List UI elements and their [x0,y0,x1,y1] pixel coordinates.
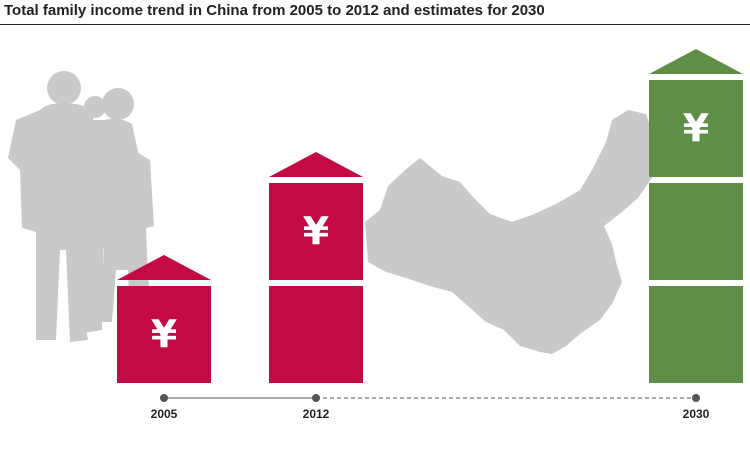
chart-title: Total family income trend in China from … [4,2,545,19]
bar-arrow [117,255,211,280]
bar-2005: ¥ [117,255,211,383]
bar-2030: ¥ [649,49,743,383]
bar-block [269,286,363,383]
year-label: 2030 [683,407,710,421]
title-rule [0,24,750,25]
bar-block [269,183,363,280]
yen-symbol: ¥ [303,210,329,254]
bar-arrow [269,152,363,177]
year-label: 2012 [303,407,330,421]
bars: ¥ ¥ ¥ [117,49,743,383]
bar-2012: ¥ [269,152,363,383]
timeline-dot [160,394,168,402]
bar-block [649,183,743,280]
year-labels: 2005 2012 2030 [151,407,710,421]
bar-block [649,80,743,177]
year-label: 2005 [151,407,178,421]
china-map [365,110,660,354]
bar-block [649,286,743,383]
yen-symbol: ¥ [151,313,177,357]
bar-block [117,286,211,383]
timeline-dot [312,394,320,402]
bar-arrow [649,49,743,74]
timeline-dot [692,394,700,402]
yen-symbol: ¥ [683,107,709,151]
timeline [160,394,700,402]
